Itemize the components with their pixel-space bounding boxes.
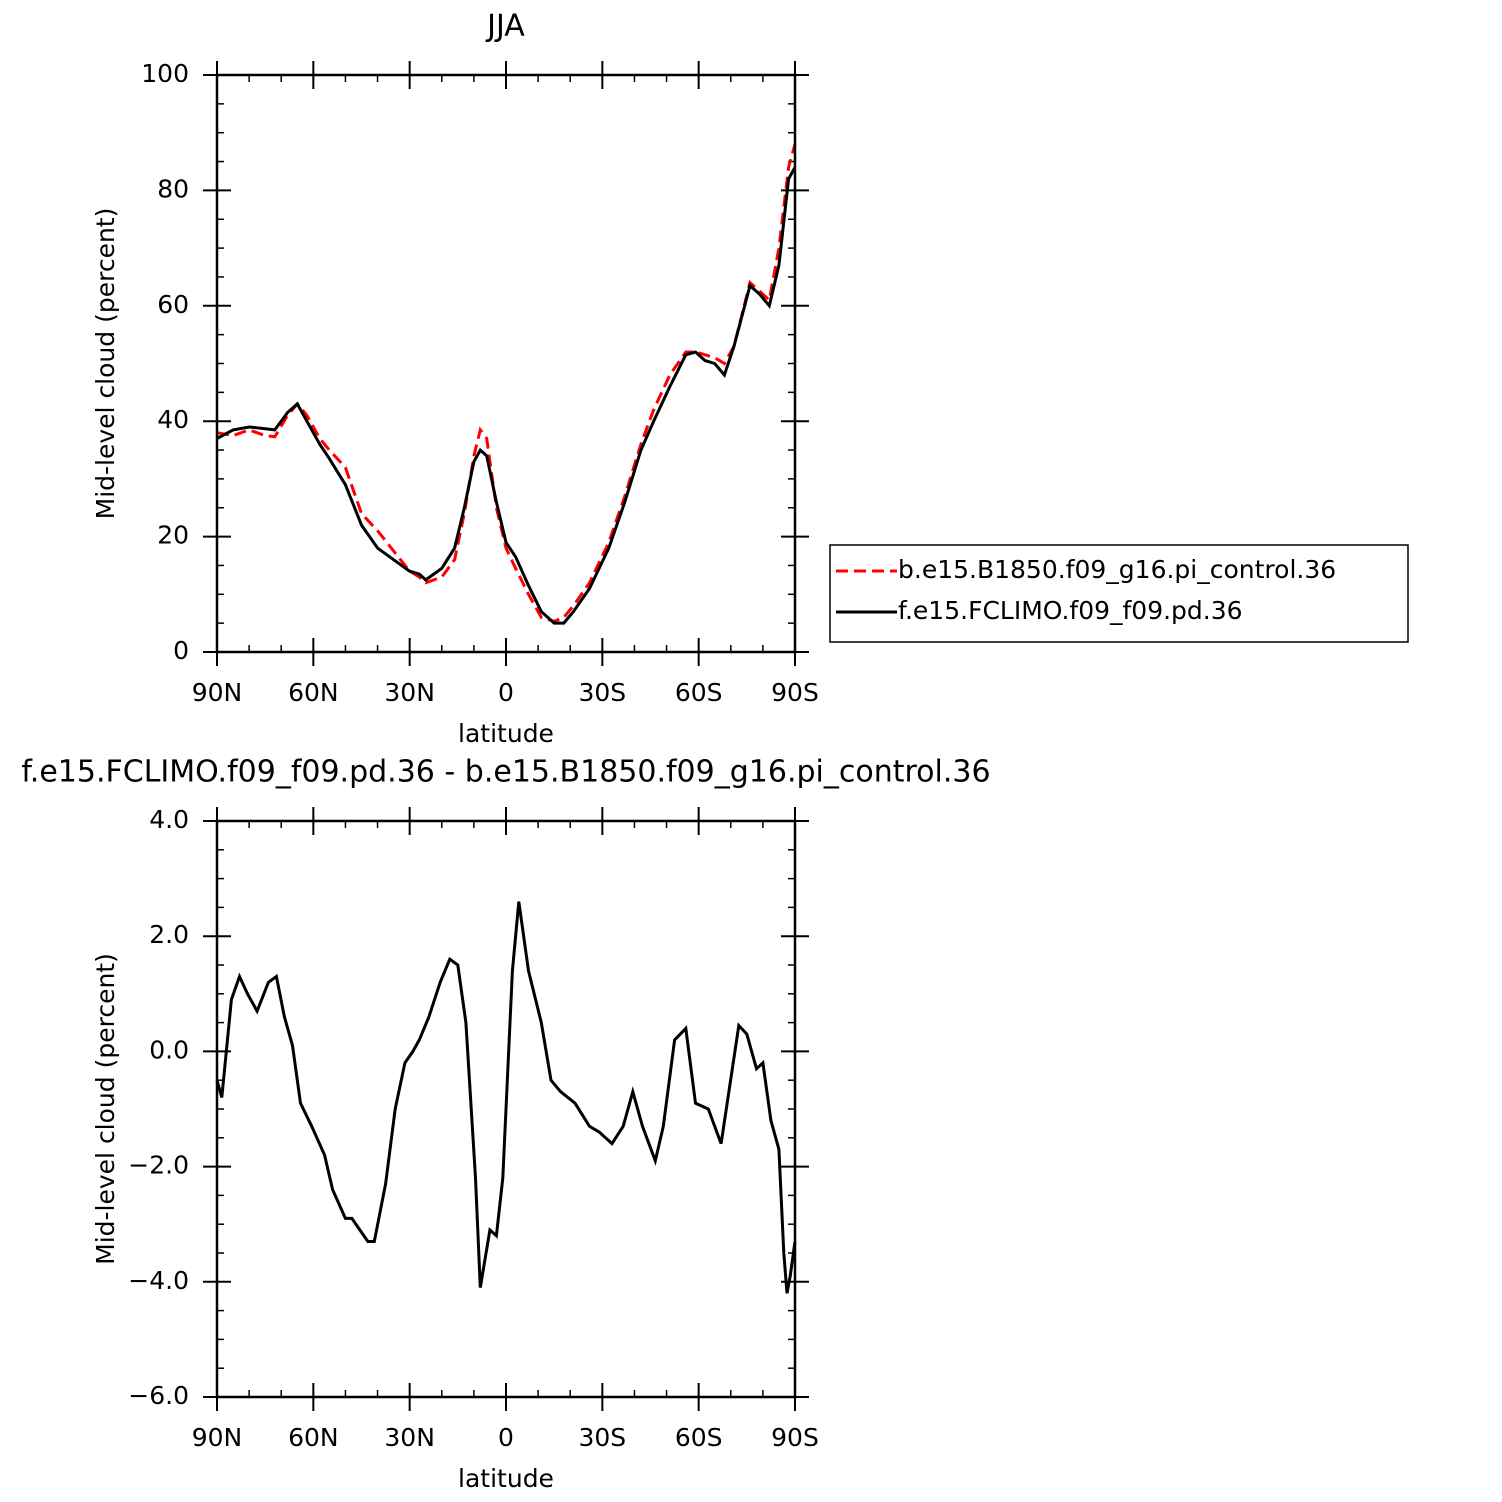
legend-label: b.e15.B1850.f09_g16.pi_control.36 <box>898 555 1336 584</box>
y-tick-label: 0 <box>173 636 189 665</box>
chart-title: f.e15.FCLIMO.f09_f09.pd.36 - b.e15.B1850… <box>21 755 990 790</box>
x-tick-label: 90S <box>771 678 819 707</box>
x-axis-label: latitude <box>458 719 554 748</box>
y-tick-label: 4.0 <box>149 805 189 834</box>
data-line <box>215 901 797 1294</box>
x-tick-label: 60N <box>288 1423 339 1452</box>
y-axis-label: Mid-level cloud (percent) <box>91 208 120 520</box>
legend-box <box>829 544 1409 643</box>
chart-title: JJA <box>485 9 525 44</box>
plot-frame <box>215 73 797 654</box>
x-tick-label: 30N <box>384 1423 435 1452</box>
y-tick-label: 60 <box>157 290 189 319</box>
y-tick-label: 40 <box>157 405 189 434</box>
x-tick-label: 90S <box>771 1423 819 1452</box>
x-tick-label: 90N <box>192 678 243 707</box>
x-tick-label: 90N <box>192 1423 243 1452</box>
y-tick-label: −2.0 <box>128 1151 189 1180</box>
y-tick-label: 0.0 <box>149 1035 189 1064</box>
data-line <box>216 143 797 623</box>
y-axis-label: Mid-level cloud (percent) <box>91 953 120 1265</box>
x-tick-label: 60N <box>288 678 339 707</box>
y-tick-label: 80 <box>157 174 189 203</box>
x-tick-label: 60S <box>675 1423 723 1452</box>
x-tick-label: 0 <box>498 678 514 707</box>
x-tick-label: 30S <box>578 678 626 707</box>
y-tick-label: 20 <box>157 521 189 550</box>
y-tick-label: −4.0 <box>128 1266 189 1295</box>
x-axis-label: latitude <box>458 1464 554 1493</box>
x-tick-label: 30N <box>384 678 435 707</box>
x-tick-label: 60S <box>675 678 723 707</box>
y-tick-label: 2.0 <box>149 920 189 949</box>
x-tick-label: 30S <box>578 1423 626 1452</box>
plot-frame <box>215 819 797 1399</box>
legend-label: f.e15.FCLIMO.f09_f09.pd.36 <box>898 596 1243 625</box>
y-tick-label: −6.0 <box>128 1381 189 1410</box>
x-tick-label: 0 <box>498 1423 514 1452</box>
data-line <box>216 166 797 625</box>
y-tick-label: 100 <box>141 59 189 88</box>
